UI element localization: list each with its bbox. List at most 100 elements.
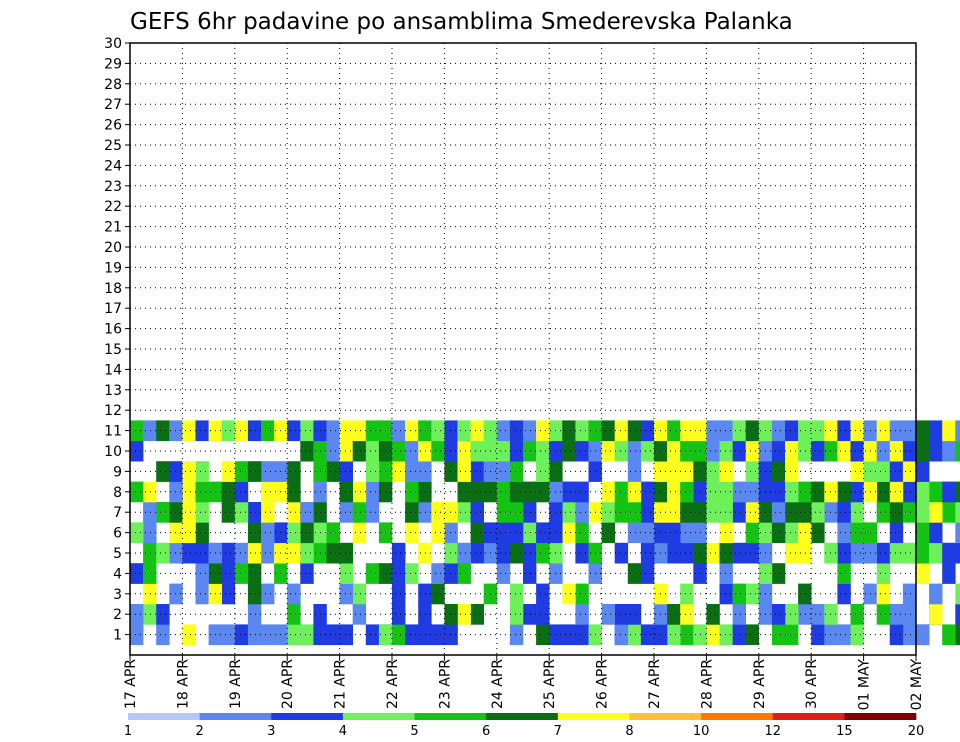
precip-cell bbox=[667, 542, 681, 564]
precip-cell bbox=[732, 542, 746, 564]
precip-cell bbox=[889, 522, 904, 544]
precip-cell bbox=[929, 604, 943, 625]
precip-cell bbox=[182, 624, 196, 646]
precip-cell bbox=[300, 440, 314, 462]
y-tick-label: 30 bbox=[104, 36, 122, 52]
precip-cell bbox=[352, 481, 367, 503]
precip-cell bbox=[837, 420, 851, 442]
y-tick-label: 19 bbox=[104, 260, 122, 276]
precip-cell bbox=[640, 502, 655, 523]
precip-cell bbox=[418, 624, 432, 646]
precip-cell bbox=[234, 502, 249, 523]
precip-cell bbox=[339, 461, 353, 482]
precip-cell bbox=[955, 522, 960, 544]
precip-cell bbox=[955, 542, 960, 564]
precip-cell bbox=[562, 440, 576, 462]
precip-cell bbox=[889, 420, 904, 442]
precip-cell bbox=[457, 542, 471, 564]
precip-cell bbox=[876, 542, 891, 564]
precip-cell bbox=[418, 420, 432, 442]
y-tick-label: 10 bbox=[104, 444, 122, 460]
precip-cell bbox=[719, 624, 733, 646]
precip-cell bbox=[837, 583, 851, 605]
y-tick-label: 29 bbox=[104, 56, 122, 72]
precip-cell bbox=[680, 604, 694, 625]
precip-cell bbox=[785, 502, 799, 523]
precip-cell bbox=[523, 542, 537, 564]
precip-cell bbox=[195, 542, 209, 564]
precip-cell bbox=[575, 583, 589, 605]
precip-cell bbox=[916, 440, 930, 462]
precip-cell bbox=[287, 502, 301, 523]
precip-cell bbox=[300, 624, 314, 646]
precip-cell bbox=[156, 420, 170, 442]
precip-cell bbox=[418, 583, 432, 605]
precip-cell bbox=[667, 502, 681, 523]
precip-cell bbox=[130, 522, 144, 544]
precip-cell bbox=[182, 461, 196, 482]
precip-cell bbox=[955, 502, 960, 523]
precip-cell bbox=[680, 502, 694, 523]
precip-cell bbox=[405, 481, 419, 503]
precip-cell bbox=[221, 481, 236, 503]
precip-cell bbox=[130, 563, 144, 584]
precip-cell bbox=[536, 461, 550, 482]
precip-cell bbox=[405, 522, 419, 544]
legend-label: 4 bbox=[339, 724, 347, 739]
precip-cell bbox=[732, 502, 746, 523]
precip-cell bbox=[182, 522, 196, 544]
precip-cell bbox=[496, 481, 511, 503]
precip-cell bbox=[431, 624, 445, 646]
precip-cell bbox=[627, 481, 642, 503]
precip-cell bbox=[143, 420, 157, 442]
precip-cell bbox=[876, 440, 891, 462]
precip-cell bbox=[130, 604, 144, 625]
chart-title: GEFS 6hr padavine po ansamblima Smederev… bbox=[130, 9, 793, 35]
legend-swatch bbox=[557, 713, 630, 720]
precip-cell bbox=[601, 420, 615, 442]
legend-swatch bbox=[414, 713, 487, 720]
x-tick-label: 30 APR bbox=[804, 659, 820, 709]
precip-cell bbox=[627, 440, 642, 462]
precip-cell bbox=[811, 624, 825, 646]
x-tick-label: 25 APR bbox=[542, 659, 558, 709]
precip-cell bbox=[405, 502, 419, 523]
precip-cell bbox=[902, 542, 917, 564]
precip-cell bbox=[339, 563, 353, 584]
y-tick-label: 13 bbox=[104, 383, 122, 399]
precip-cell bbox=[326, 420, 340, 442]
precip-cell bbox=[745, 481, 760, 503]
precip-cell bbox=[444, 542, 458, 564]
precip-cell bbox=[889, 542, 904, 564]
precip-cell bbox=[431, 563, 445, 584]
precip-cell bbox=[418, 481, 432, 503]
y-tick-label: 20 bbox=[104, 240, 122, 256]
precip-cell bbox=[431, 502, 445, 523]
x-tick-label: 01 MAY bbox=[857, 659, 873, 711]
precip-cell bbox=[942, 481, 956, 503]
precip-cell bbox=[143, 481, 157, 503]
precip-cell bbox=[352, 583, 367, 605]
precip-cell bbox=[247, 563, 262, 584]
precip-cell bbox=[470, 522, 484, 544]
precip-cell bbox=[732, 420, 746, 442]
precip-cell bbox=[837, 522, 851, 544]
precip-cell bbox=[916, 563, 930, 584]
precip-cell bbox=[470, 502, 484, 523]
precip-cell bbox=[523, 420, 537, 442]
precip-cell bbox=[902, 583, 917, 605]
precip-cell bbox=[234, 461, 249, 482]
precip-cell bbox=[261, 522, 275, 544]
precip-cell bbox=[418, 604, 432, 625]
precip-cell bbox=[732, 440, 746, 462]
precip-cell bbox=[929, 440, 943, 462]
precip-cell bbox=[392, 461, 406, 482]
precip-cell bbox=[143, 604, 157, 625]
precip-cell bbox=[706, 542, 720, 564]
y-tick-label: 16 bbox=[104, 322, 122, 338]
precip-cell bbox=[182, 542, 196, 564]
precip-cell bbox=[352, 420, 367, 442]
precip-cell bbox=[916, 461, 930, 482]
legend-swatch bbox=[629, 713, 702, 720]
precip-cell bbox=[706, 624, 720, 646]
